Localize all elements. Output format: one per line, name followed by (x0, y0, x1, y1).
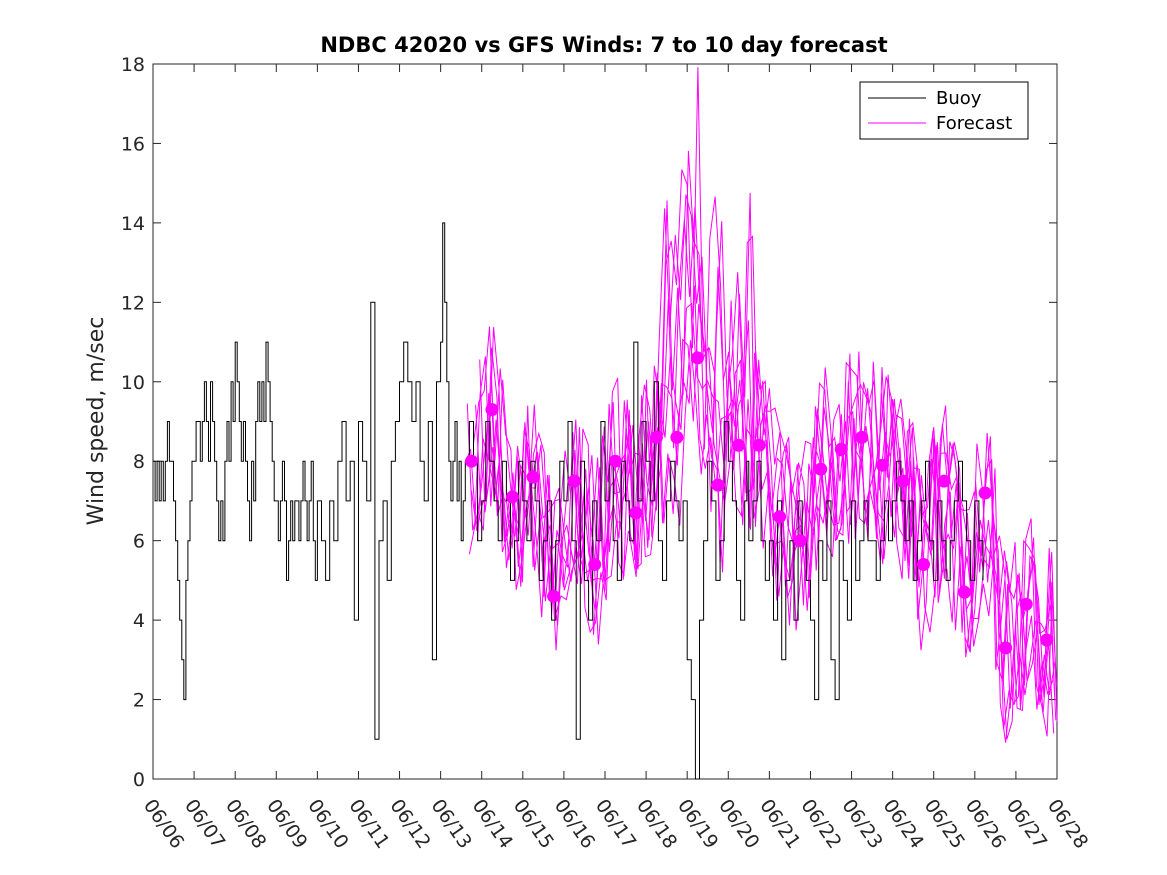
y-tick-label: 14 (121, 213, 145, 235)
forecast-point (958, 585, 971, 599)
forecast-point (526, 470, 540, 484)
y-axis-label: Wind speed, m/sec (84, 317, 109, 526)
forecast-point (547, 589, 561, 603)
legend-buoy-label: Buoy (936, 88, 982, 109)
forecast-point (875, 458, 889, 472)
forecast-point (855, 430, 869, 444)
legend: Buoy Forecast (859, 81, 1029, 140)
forecast-markers (465, 351, 1054, 655)
chart-title: NDBC 42020 vs GFS Winds: 7 to 10 day for… (320, 33, 887, 57)
forecast-point (506, 490, 519, 504)
y-tick-label: 0 (133, 769, 145, 791)
forecast-point (629, 506, 643, 520)
legend-forecast-label: Forecast (936, 113, 1012, 134)
forecast-point (1019, 597, 1033, 611)
y-tick-label: 4 (133, 610, 145, 632)
forecast-point (711, 478, 725, 492)
forecast-point (670, 430, 684, 444)
y-tick-label: 12 (121, 292, 145, 314)
forecast-point (937, 474, 951, 488)
forecast-point (567, 474, 581, 488)
forecast-point (834, 442, 848, 456)
forecast-point (999, 641, 1013, 655)
forecast-point (793, 534, 807, 548)
forecast-point (896, 474, 910, 488)
forecast-point (485, 403, 499, 417)
forecast-point (588, 558, 602, 571)
y-tick-label: 10 (121, 372, 145, 394)
y-tick-label: 2 (133, 690, 145, 712)
forecast-point (691, 351, 704, 365)
forecast-trace (468, 150, 1058, 730)
forecast-point (465, 454, 478, 468)
forecast-point (1040, 633, 1054, 647)
y-axis: 0 2 4 6 8 10 12 14 16 18 (121, 54, 1057, 791)
forecast-point (978, 486, 992, 500)
y-tick-label: 18 (121, 54, 145, 76)
legend-box (859, 81, 1029, 140)
forecast-point (732, 438, 745, 452)
forecast-point (773, 510, 787, 524)
buoy-series (153, 222, 984, 780)
forecast-trace (475, 285, 1053, 737)
forecast-point (814, 462, 828, 476)
forecast-point (752, 438, 766, 452)
forecast-trace (479, 304, 1058, 702)
y-tick-label: 16 (121, 133, 145, 155)
y-tick-label: 6 (133, 531, 145, 553)
forecast-point (649, 430, 663, 444)
forecast-point (917, 558, 930, 571)
buoy-line (153, 222, 984, 780)
forecast-point (608, 454, 622, 468)
y-tick-label: 8 (133, 451, 145, 473)
